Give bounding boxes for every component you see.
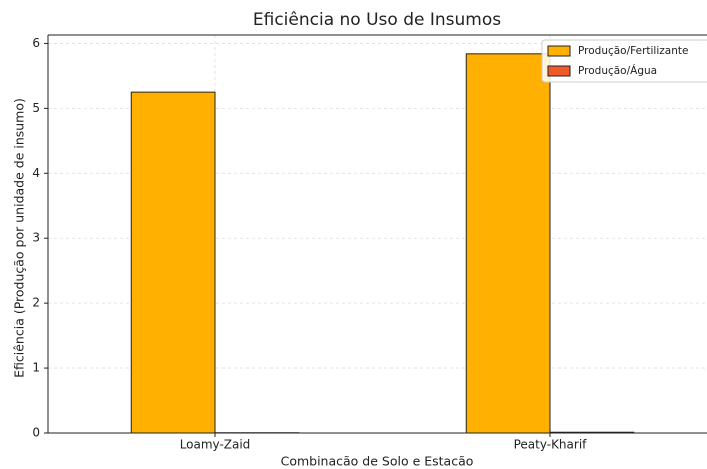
y-tick-label: 1 bbox=[32, 361, 40, 375]
y-tick-label: 5 bbox=[32, 101, 40, 115]
legend-swatch bbox=[547, 65, 571, 77]
legend-label: Produção/Água bbox=[578, 64, 657, 77]
chart-title: Eficiência no Uso de Insumos bbox=[253, 10, 501, 30]
y-tick-label: 4 bbox=[32, 166, 40, 180]
y-axis-label: Eficiência (Produção por unidade de insu… bbox=[12, 98, 27, 378]
y-tick-label: 3 bbox=[32, 231, 40, 245]
legend-swatch bbox=[547, 45, 571, 57]
bar bbox=[465, 53, 551, 434]
y-tick-label: 2 bbox=[32, 296, 40, 310]
x-tick-label: Peaty-Kharif bbox=[514, 438, 588, 452]
bar bbox=[130, 91, 216, 434]
legend-box bbox=[541, 39, 707, 83]
x-tick-label: Loamy-Zaid bbox=[180, 438, 251, 452]
x-axis-label: Combinacão de Solo e Estacão bbox=[281, 454, 474, 469]
y-tick-label: 6 bbox=[32, 36, 40, 50]
y-tick-label: 0 bbox=[32, 426, 40, 440]
legend: Produção/Fertilizante Produção/Água bbox=[541, 39, 707, 83]
legend-label: Produção/Fertilizante bbox=[578, 45, 688, 57]
